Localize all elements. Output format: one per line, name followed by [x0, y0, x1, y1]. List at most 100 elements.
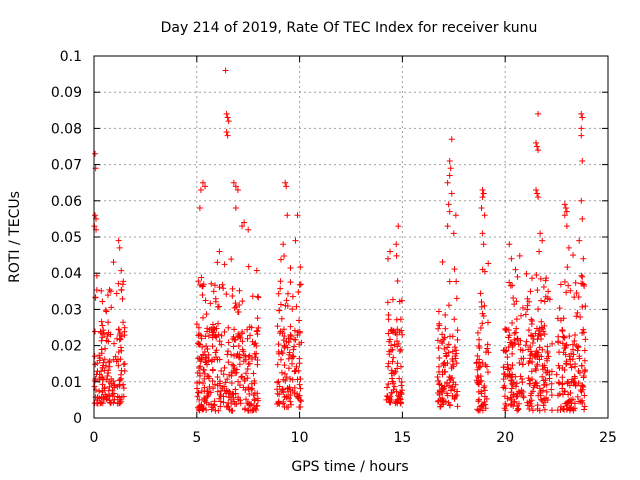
data-point — [289, 353, 296, 360]
data-point — [454, 327, 461, 334]
data-point — [107, 288, 114, 295]
data-point — [228, 256, 235, 263]
data-point — [448, 136, 455, 143]
data-point — [444, 223, 451, 230]
data-point — [214, 259, 221, 266]
data-point — [287, 331, 294, 338]
data-point — [251, 341, 258, 348]
data-point — [389, 296, 396, 303]
data-point — [534, 336, 541, 343]
data-point — [279, 350, 286, 357]
data-point — [394, 278, 401, 285]
data-point — [540, 402, 547, 409]
data-point — [557, 281, 564, 288]
data-point — [296, 328, 303, 335]
data-point — [248, 386, 255, 393]
data-point — [116, 400, 123, 407]
data-point — [198, 335, 205, 342]
data-point — [528, 403, 535, 410]
data-point — [544, 348, 551, 355]
data-point — [287, 265, 294, 272]
data-point — [533, 139, 540, 146]
data-point — [568, 350, 575, 357]
data-point — [91, 400, 98, 407]
data-point — [439, 340, 446, 347]
data-point — [396, 348, 403, 355]
data-point — [445, 341, 452, 348]
data-point — [504, 366, 511, 373]
data-point — [242, 387, 249, 394]
data-point — [539, 326, 546, 333]
data-point — [578, 132, 585, 139]
data-point — [580, 281, 587, 288]
data-point — [564, 380, 571, 387]
data-point — [441, 334, 448, 341]
data-point — [539, 366, 546, 373]
data-point — [120, 319, 127, 326]
data-point — [296, 404, 303, 411]
data-point — [479, 186, 486, 193]
data-point — [104, 393, 111, 400]
data-point — [100, 396, 107, 403]
data-point — [535, 306, 542, 313]
data-point — [513, 316, 520, 323]
data-point — [578, 110, 585, 117]
data-point — [196, 365, 203, 372]
data-point — [484, 319, 491, 326]
data-point — [104, 333, 111, 340]
data-point — [281, 370, 288, 377]
data-point — [435, 397, 442, 404]
data-point — [561, 366, 568, 373]
data-point — [111, 340, 118, 347]
data-point — [441, 359, 448, 366]
data-point — [435, 308, 442, 315]
data-point — [196, 407, 203, 414]
data-point — [102, 345, 109, 352]
data-point — [533, 271, 540, 278]
data-point — [443, 379, 450, 386]
data-point — [221, 364, 228, 371]
data-point — [561, 212, 568, 219]
data-point — [274, 390, 281, 397]
data-point — [515, 405, 522, 412]
data-point — [274, 379, 281, 386]
data-point — [221, 328, 228, 335]
data-point — [399, 387, 406, 394]
data-point — [239, 338, 246, 345]
data-point — [106, 378, 113, 385]
data-point — [510, 392, 517, 399]
data-point — [397, 400, 404, 407]
data-point — [108, 304, 115, 311]
data-point — [217, 392, 224, 399]
data-point — [542, 293, 549, 300]
data-point — [112, 353, 119, 360]
data-point — [509, 350, 516, 357]
data-point — [111, 382, 118, 389]
data-point — [529, 359, 536, 366]
data-point — [477, 324, 484, 331]
data-point — [535, 194, 542, 201]
data-point — [198, 388, 205, 395]
data-point — [195, 340, 202, 347]
data-point — [567, 356, 574, 363]
data-point — [225, 324, 232, 331]
data-point — [236, 382, 243, 389]
data-point — [387, 336, 394, 343]
data-point — [563, 358, 570, 365]
data-point — [477, 290, 484, 297]
data-point — [205, 351, 212, 358]
data-point — [241, 406, 248, 413]
data-point — [244, 375, 251, 382]
data-point — [244, 335, 251, 342]
data-point — [235, 309, 242, 316]
data-point — [572, 332, 579, 339]
data-point — [443, 390, 450, 397]
data-point — [572, 363, 579, 370]
data-point — [113, 290, 120, 297]
data-point — [119, 295, 126, 302]
data-point — [249, 293, 256, 300]
data-point — [546, 371, 553, 378]
data-point — [563, 342, 570, 349]
data-point — [119, 281, 126, 288]
data-point — [575, 398, 582, 405]
